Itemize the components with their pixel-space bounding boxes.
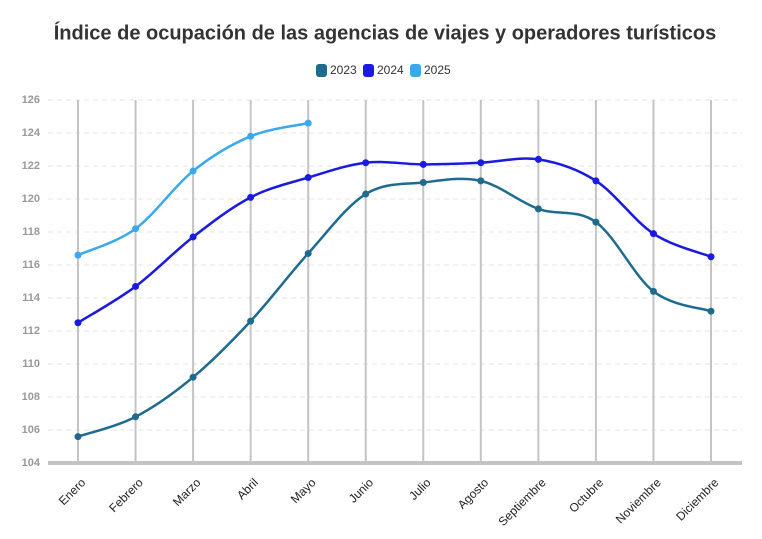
point xyxy=(477,159,485,167)
y-tick-label: 122 xyxy=(22,160,40,172)
x-tick-label: Octubre xyxy=(566,475,606,515)
chart-title: Índice de ocupación de las agencias de v… xyxy=(54,21,716,44)
point xyxy=(592,218,600,226)
y-tick-label: 120 xyxy=(22,193,40,205)
x-tick-label: Agosto xyxy=(455,475,492,512)
legend-label: 2025 xyxy=(424,63,451,77)
point xyxy=(304,249,312,257)
x-tick-label: Febrero xyxy=(106,475,146,515)
point xyxy=(189,167,197,175)
point xyxy=(362,190,370,198)
legend-label: 2023 xyxy=(330,63,357,77)
point xyxy=(419,160,427,168)
point xyxy=(534,205,542,213)
legend-label: 2024 xyxy=(377,63,404,77)
x-tick-label: Julio xyxy=(406,475,434,503)
y-tick-label: 106 xyxy=(22,424,40,436)
series-line xyxy=(77,157,712,324)
point xyxy=(74,319,82,327)
point xyxy=(419,179,427,186)
point xyxy=(477,177,485,185)
point xyxy=(649,287,657,295)
point xyxy=(304,174,312,182)
y-tick-label: 104 xyxy=(22,457,41,469)
y-tick-label: 112 xyxy=(22,325,40,337)
point xyxy=(649,230,657,238)
legend-swatch xyxy=(363,64,374,77)
x-tick-label: Noviembre xyxy=(613,475,664,526)
x-tick-label: Diciembre xyxy=(673,475,721,523)
point xyxy=(592,177,600,185)
point xyxy=(74,433,82,441)
x-tick-label: Mayo xyxy=(288,475,319,506)
point xyxy=(247,193,255,201)
x-tick-label: Abril xyxy=(234,475,261,502)
legend-swatch xyxy=(316,64,327,77)
x-tick-label: Junio xyxy=(346,475,376,505)
point xyxy=(132,225,140,233)
point xyxy=(247,132,255,140)
point xyxy=(189,233,197,241)
y-tick-label: 110 xyxy=(22,358,40,370)
point xyxy=(247,317,255,325)
point xyxy=(362,159,370,167)
x-tick-label: Septiembre xyxy=(495,475,549,529)
legend-swatch xyxy=(410,64,421,77)
x-tick-label: Marzo xyxy=(170,475,204,509)
y-tick-label: 108 xyxy=(22,391,40,403)
point xyxy=(74,251,82,259)
y-tick-label: 114 xyxy=(22,292,41,304)
point xyxy=(707,253,715,261)
point xyxy=(132,413,140,421)
point xyxy=(707,307,715,315)
x-tick-label: Enero xyxy=(56,475,89,508)
point xyxy=(304,119,312,127)
point xyxy=(534,155,542,163)
y-tick-label: 118 xyxy=(22,226,40,238)
point xyxy=(132,282,140,290)
series-line xyxy=(77,177,712,438)
y-tick-label: 126 xyxy=(22,94,40,106)
y-tick-label: 116 xyxy=(22,259,40,271)
point xyxy=(189,373,197,381)
y-tick-label: 124 xyxy=(22,127,41,139)
